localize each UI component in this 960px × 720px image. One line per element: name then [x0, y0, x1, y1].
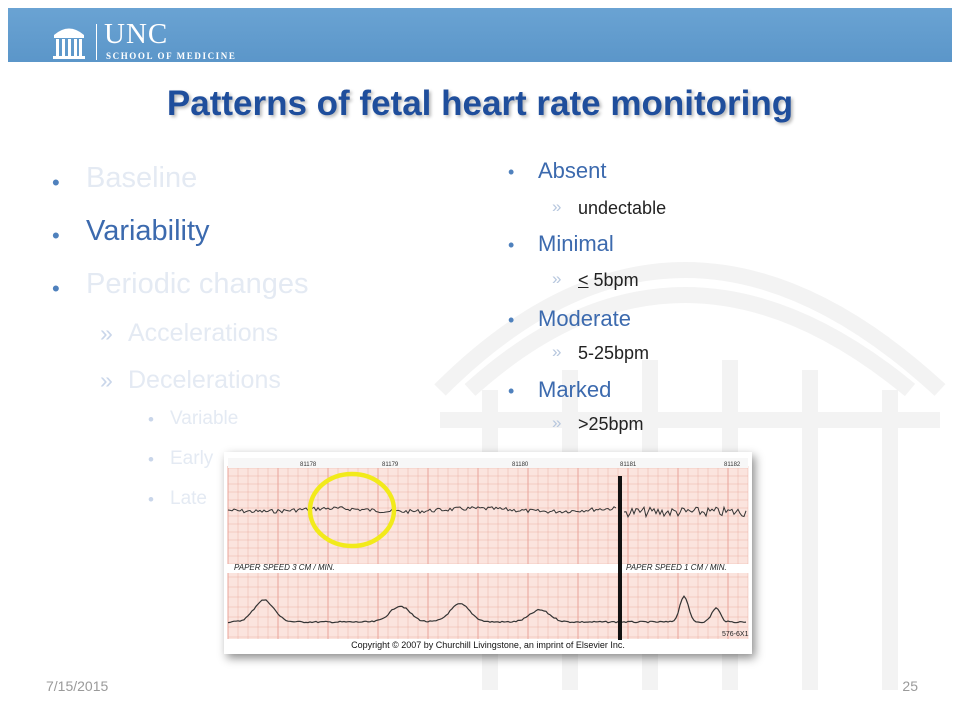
uterine-contraction-trace: [227, 595, 747, 624]
slide-title: Patterns of fetal heart rate monitoring: [166, 84, 794, 123]
chevron-icon: »: [552, 342, 562, 361]
paper-speed-label: PAPER SPEED 3 CM / MIN.: [234, 563, 335, 572]
bullet-dot: •: [148, 450, 154, 469]
chevron-icon: »: [552, 197, 562, 216]
minimal-value: 5bpm: [593, 270, 639, 290]
chevron-icon: »: [552, 413, 562, 432]
bullet-dot: •: [508, 381, 515, 401]
bullet-decelerations: Decelerations: [128, 366, 281, 394]
chevron-icon: »: [100, 367, 113, 393]
highlight-circle: [307, 471, 397, 549]
bullet-moderate: Moderate: [538, 306, 631, 331]
bullet-dot: •: [508, 310, 515, 330]
marked-description: >25bpm: [578, 414, 644, 434]
absent-description: undectable: [578, 198, 667, 218]
image-copyright: Copyright © 2007 by Churchill Livingston…: [351, 640, 625, 650]
speed-change-marker: [618, 476, 622, 640]
bullet-variability: Variability: [86, 215, 210, 247]
old-well-logo-icon: [53, 28, 85, 59]
bullet-accelerations: Accelerations: [128, 319, 279, 347]
fhr-trace: [227, 506, 617, 515]
header-band: UNC SCHOOL OF MEDICINE: [8, 8, 952, 62]
paper-speed-label: PAPER SPEED 1 CM / MIN.: [626, 563, 727, 572]
bullet-dot: •: [508, 162, 515, 182]
fhr-trace: [623, 505, 747, 519]
bullet-dot: •: [148, 490, 154, 509]
bullet-dot: •: [508, 235, 515, 255]
bullet-late: Late: [170, 488, 207, 509]
less-equal-symbol: <: [578, 270, 589, 290]
bullet-minimal: Minimal: [538, 231, 614, 256]
bullet-variable: Variable: [170, 408, 239, 429]
strip-page-number: 81180: [512, 462, 529, 468]
bullet-periodic-changes: Periodic changes: [86, 268, 309, 300]
footer-date: 7/15/2015: [46, 678, 109, 694]
footer-page-number: 25: [902, 678, 918, 694]
strip-page-number: 81178: [300, 462, 317, 468]
strip-page-number: 81182: [724, 462, 741, 468]
minimal-description: < 5bpm: [578, 270, 639, 291]
fhr-tracing-graphic: 81178 81179 81180 81181 81182 PAPER SPEED 3 …: [224, 452, 752, 654]
bullet-dot: •: [148, 410, 154, 429]
strip-page-number: 81179: [382, 462, 399, 468]
serial-number: 576-6X1: [722, 631, 749, 638]
chevron-icon: »: [552, 269, 562, 288]
bullet-absent: Absent: [538, 158, 607, 183]
bullet-marked: Marked: [538, 377, 612, 402]
logo-school-text: SCHOOL OF MEDICINE: [106, 51, 237, 61]
bullet-dot: •: [52, 170, 60, 195]
logo-unc-text: UNC: [104, 18, 169, 50]
bullet-baseline: Baseline: [86, 162, 198, 194]
strip-page-number: 81181: [620, 462, 637, 468]
bullet-dot: •: [52, 276, 60, 301]
bullet-dot: •: [52, 223, 60, 248]
moderate-description: 5-25bpm: [578, 343, 650, 363]
logo-divider: [96, 24, 97, 60]
bullet-early: Early: [170, 448, 214, 469]
chevron-icon: »: [100, 320, 113, 346]
fhr-tracing-image: 81178 81179 81180 81181 81182 PAPER SPEED 3 …: [224, 452, 752, 654]
